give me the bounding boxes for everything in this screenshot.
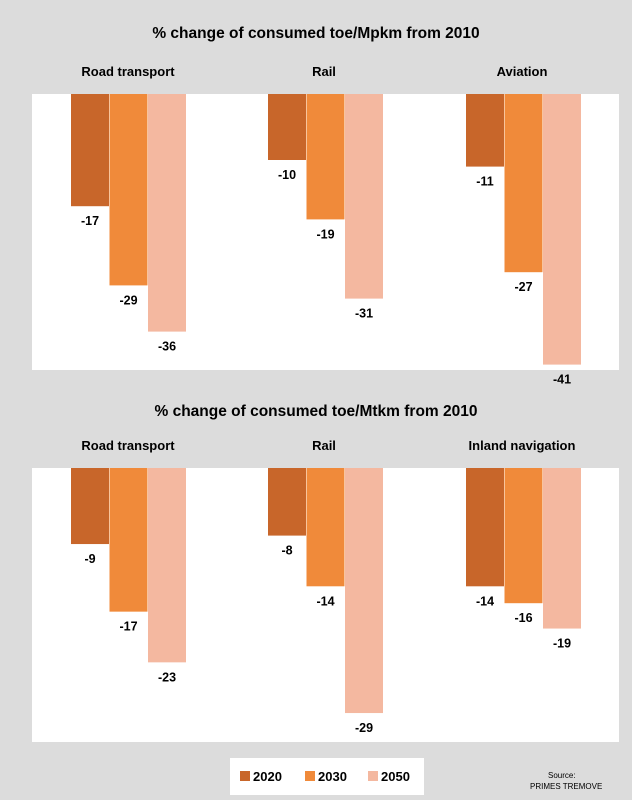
data-label-1-road-transport-2050: -36: [158, 340, 176, 354]
legend-swatch-2050: [368, 771, 378, 781]
chart-1-bars: -17 -29 -36 -10 -19 -31 -11 -27 -41: [71, 94, 581, 387]
chart-2-bars: -9 -17 -23 -8 -14 -29 -14 -16 -19: [71, 468, 581, 735]
legend-swatch-2020: [240, 771, 250, 781]
data-label-2-inland-navigation-2030: -16: [514, 611, 532, 625]
source-label: Source:: [548, 771, 576, 780]
data-label-2-inland-navigation-2050: -19: [553, 637, 571, 651]
bar-1-road-transport-2030: [109, 94, 148, 286]
data-label-1-aviation-2030: -27: [514, 280, 532, 294]
bar-1-rail-2050: [345, 94, 383, 299]
data-label-2-road-transport-2030: -17: [119, 620, 137, 634]
bar-1-road-transport-2050: [148, 94, 186, 332]
bar-2-rail-2030: [306, 468, 345, 587]
bar-2-inland-navigation-2020: [466, 468, 504, 587]
chart-2-category-label-rail: Rail: [312, 438, 336, 453]
legend-swatch-2030: [305, 771, 315, 781]
bar-1-rail-2020: [268, 94, 306, 160]
bar-1-aviation-2050: [543, 94, 581, 365]
source-text: PRIMES TREMOVE: [530, 782, 602, 791]
data-label-1-aviation-2050: -41: [553, 373, 571, 387]
chart-1: % change of consumed toe/Mpkm from 2010 …: [32, 25, 619, 387]
chart-2-category-label-inland: Inland navigation: [469, 438, 576, 453]
bar-2-road-transport-2020: [71, 468, 109, 545]
data-label-2-road-transport-2050: -23: [158, 670, 176, 684]
chart-1-category-label-road: Road transport: [81, 64, 175, 79]
data-label-1-road-transport-2020: -17: [81, 214, 99, 228]
legend: 2020 2030 2050: [230, 758, 424, 795]
bar-2-inland-navigation-2030: [504, 468, 543, 604]
bar-1-rail-2030: [306, 94, 345, 220]
bar-2-rail-2020: [268, 468, 306, 536]
data-label-1-road-transport-2030: -29: [119, 293, 137, 307]
data-label-2-road-transport-2020: -9: [84, 552, 95, 566]
chart-1-category-label-rail: Rail: [312, 64, 336, 79]
bar-2-road-transport-2050: [148, 468, 186, 663]
bar-2-inland-navigation-2050: [543, 468, 581, 629]
bar-1-road-transport-2020: [71, 94, 109, 207]
data-label-2-rail-2020: -8: [281, 544, 292, 558]
legend-label-2050: 2050: [381, 769, 410, 784]
data-label-2-rail-2050: -29: [355, 721, 373, 735]
bar-2-rail-2050: [345, 468, 383, 714]
chart-1-category-label-aviation: Aviation: [497, 64, 548, 79]
legend-label-2030: 2030: [318, 769, 347, 784]
data-label-1-rail-2020: -10: [278, 168, 296, 182]
data-label-2-inland-navigation-2020: -14: [476, 594, 494, 608]
chart-2: % change of consumed toe/Mtkm from 2010 …: [32, 403, 619, 742]
chart-2-title: % change of consumed toe/Mtkm from 2010: [155, 403, 478, 420]
legend-label-2020: 2020: [253, 769, 282, 784]
legend-box: [230, 758, 424, 795]
data-label-1-rail-2050: -31: [355, 307, 373, 321]
bar-1-aviation-2020: [466, 94, 504, 167]
data-label-1-rail-2030: -19: [316, 227, 334, 241]
chart-2-category-label-road: Road transport: [81, 438, 175, 453]
bar-2-road-transport-2030: [109, 468, 148, 612]
data-label-2-rail-2030: -14: [316, 594, 334, 608]
chart-1-title: % change of consumed toe/Mpkm from 2010: [152, 25, 479, 42]
data-label-1-aviation-2020: -11: [476, 175, 493, 189]
bar-1-aviation-2030: [504, 94, 543, 273]
